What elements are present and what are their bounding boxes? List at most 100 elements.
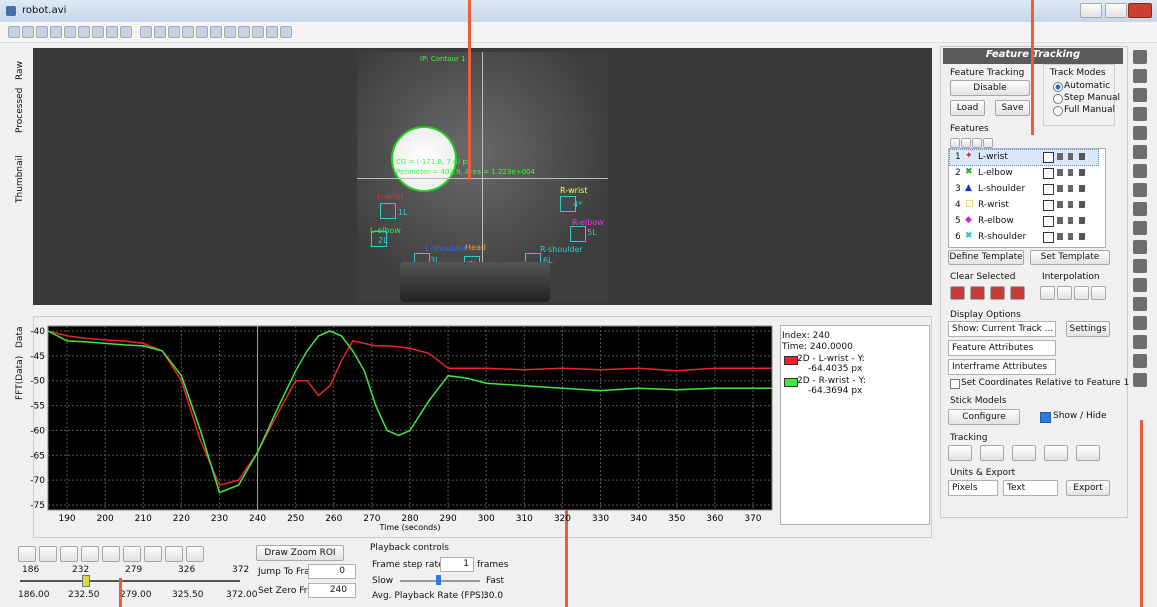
tool-button[interactable]: [238, 26, 250, 38]
side-tool[interactable]: [1133, 183, 1147, 197]
side-tool[interactable]: [1133, 240, 1147, 254]
list-tool[interactable]: [983, 138, 993, 148]
disable-button[interactable]: Disable: [950, 80, 1030, 96]
radio[interactable]: [1053, 82, 1063, 92]
feature-checkbox[interactable]: [1043, 168, 1054, 179]
feature-checkbox[interactable]: [1043, 232, 1054, 243]
set-template-button[interactable]: Set Template: [1030, 250, 1110, 265]
export-button[interactable]: Export: [1066, 480, 1110, 496]
clear-button[interactable]: [970, 286, 985, 300]
tracking-button[interactable]: [948, 445, 972, 461]
side-tool[interactable]: [1133, 126, 1147, 140]
tool-button[interactable]: [22, 26, 34, 38]
jump-field[interactable]: 0: [308, 564, 356, 579]
interframe-attributes-dropdown[interactable]: Interframe Attributes: [948, 359, 1056, 375]
list-tool[interactable]: [950, 138, 960, 148]
tool-button[interactable]: [266, 26, 278, 38]
checkbox[interactable]: [1040, 412, 1051, 423]
tool-button[interactable]: [92, 26, 104, 38]
window-button[interactable]: [1080, 3, 1102, 18]
tool-button[interactable]: [106, 26, 118, 38]
side-tool[interactable]: [1133, 259, 1147, 273]
playback-button[interactable]: [144, 546, 162, 562]
tool-button[interactable]: [36, 26, 48, 38]
step-field[interactable]: 1: [440, 557, 474, 572]
interp-button[interactable]: [1091, 286, 1106, 300]
zero-field[interactable]: 240: [308, 583, 356, 598]
checkbox[interactable]: [950, 379, 960, 389]
side-tool[interactable]: [1133, 107, 1147, 121]
playback-button[interactable]: [186, 546, 204, 562]
clear-button[interactable]: [990, 286, 1005, 300]
radio[interactable]: [1053, 106, 1063, 116]
side-tool[interactable]: [1133, 88, 1147, 102]
view-tab[interactable]: Raw: [15, 61, 25, 80]
side-tool[interactable]: [1133, 297, 1147, 311]
save-button[interactable]: Save: [995, 100, 1030, 116]
plot-tab[interactable]: FFT(Data): [15, 355, 25, 400]
side-tool[interactable]: [1133, 373, 1147, 387]
feature-checkbox[interactable]: [1043, 184, 1054, 195]
tool-button[interactable]: [8, 26, 20, 38]
feature-checkbox[interactable]: [1043, 152, 1054, 163]
interp-button[interactable]: [1057, 286, 1072, 300]
tool-button[interactable]: [182, 26, 194, 38]
window-button[interactable]: [1105, 3, 1127, 18]
tracking-button[interactable]: [1012, 445, 1036, 461]
side-tool[interactable]: [1133, 221, 1147, 235]
side-tool[interactable]: [1133, 335, 1147, 349]
view-tab[interactable]: Processed: [15, 87, 25, 133]
side-tool[interactable]: [1133, 50, 1147, 64]
tool-button[interactable]: [154, 26, 166, 38]
tool-button[interactable]: [224, 26, 236, 38]
clear-button[interactable]: [1010, 286, 1025, 300]
window-button[interactable]: [1128, 3, 1152, 18]
feature-attributes-dropdown[interactable]: Feature Attributes: [948, 340, 1056, 356]
side-tool[interactable]: [1133, 202, 1147, 216]
playback-button[interactable]: [81, 546, 99, 562]
tool-button[interactable]: [210, 26, 222, 38]
slider-thumb[interactable]: [82, 575, 90, 587]
tool-button[interactable]: [50, 26, 62, 38]
playback-button[interactable]: [18, 546, 36, 562]
feature-checkbox[interactable]: [1043, 216, 1054, 227]
tracking-button[interactable]: [980, 445, 1004, 461]
side-tool[interactable]: [1133, 316, 1147, 330]
side-tool[interactable]: [1133, 354, 1147, 368]
tool-button[interactable]: [280, 26, 292, 38]
side-tool[interactable]: [1133, 164, 1147, 178]
tool-button[interactable]: [120, 26, 132, 38]
tool-button[interactable]: [64, 26, 76, 38]
load-button[interactable]: Load: [950, 100, 985, 116]
settings-button[interactable]: Settings: [1066, 321, 1110, 337]
radio[interactable]: [1053, 94, 1063, 104]
units-dropdown[interactable]: Pixels: [948, 480, 998, 496]
side-tool[interactable]: [1133, 69, 1147, 83]
draw-zoom-button[interactable]: Draw Zoom ROI: [256, 545, 344, 561]
show-dropdown[interactable]: Show: Current Track ...: [948, 321, 1056, 337]
tracking-button[interactable]: [1044, 445, 1068, 461]
tracking-button[interactable]: [1076, 445, 1100, 461]
tool-button[interactable]: [168, 26, 180, 38]
list-tool[interactable]: [961, 138, 971, 148]
tool-button[interactable]: [196, 26, 208, 38]
playback-button[interactable]: [165, 546, 183, 562]
format-dropdown[interactable]: Text: [1003, 480, 1058, 496]
configure-button[interactable]: Configure: [948, 409, 1020, 425]
list-tool[interactable]: [972, 138, 982, 148]
interp-button[interactable]: [1040, 286, 1055, 300]
clear-button[interactable]: [950, 286, 965, 300]
side-tool[interactable]: [1133, 278, 1147, 292]
define-template-button[interactable]: Define Template: [948, 250, 1024, 265]
feature-checkbox[interactable]: [1043, 200, 1054, 211]
side-tool[interactable]: [1133, 145, 1147, 159]
playback-button[interactable]: [123, 546, 141, 562]
tool-button[interactable]: [140, 26, 152, 38]
playback-button[interactable]: [60, 546, 78, 562]
playback-button[interactable]: [39, 546, 57, 562]
tool-button[interactable]: [78, 26, 90, 38]
interp-button[interactable]: [1074, 286, 1089, 300]
playback-button[interactable]: [102, 546, 120, 562]
plot-tab[interactable]: Data: [15, 326, 25, 349]
view-tab[interactable]: Thumbnail: [15, 155, 25, 203]
